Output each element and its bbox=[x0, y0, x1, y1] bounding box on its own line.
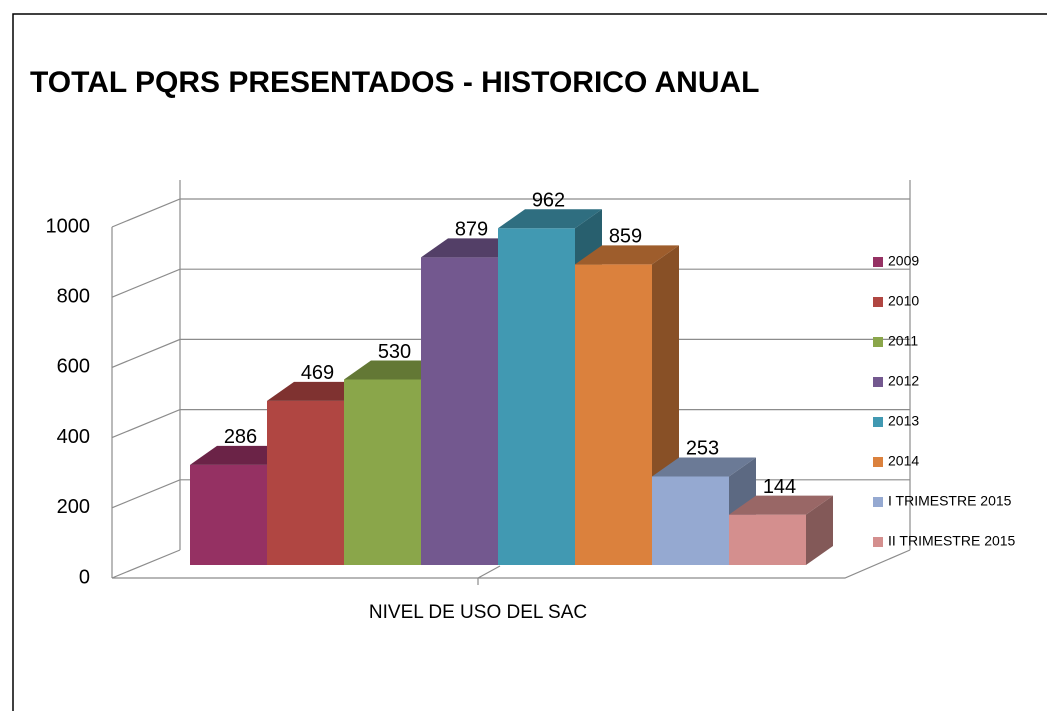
legend-swatch bbox=[873, 337, 883, 347]
bar-front bbox=[652, 476, 729, 565]
y-tick-label: 200 bbox=[57, 496, 90, 518]
bar-front bbox=[344, 379, 421, 565]
legend-label: 2009 bbox=[888, 253, 919, 269]
legend-label: 2011 bbox=[888, 333, 918, 349]
legend-swatch bbox=[873, 537, 883, 547]
axis-frame bbox=[111, 180, 911, 585]
bar-side bbox=[806, 495, 833, 565]
x-tick-label: NIVEL DE USO DEL SAC bbox=[369, 602, 587, 623]
grid-line bbox=[111, 198, 910, 228]
legend-swatch bbox=[873, 457, 883, 467]
legend-swatch bbox=[873, 497, 883, 507]
legend-swatch bbox=[873, 257, 883, 267]
bar-top bbox=[652, 457, 756, 477]
legend-label: 2013 bbox=[888, 413, 919, 429]
data-label: 859 bbox=[609, 226, 642, 248]
bar-front bbox=[267, 400, 344, 565]
data-label: 253 bbox=[686, 438, 719, 460]
y-tick-label: 400 bbox=[57, 426, 90, 448]
bar-front bbox=[498, 228, 575, 566]
bar bbox=[729, 495, 833, 565]
bar-front bbox=[729, 514, 806, 565]
bar-front bbox=[190, 464, 267, 565]
data-label: 962 bbox=[532, 190, 565, 212]
data-label: 286 bbox=[224, 426, 257, 448]
data-label: 879 bbox=[455, 219, 488, 241]
y-tick-label: 800 bbox=[57, 285, 90, 307]
legend-swatch bbox=[873, 377, 883, 387]
chart-border bbox=[12, 13, 1047, 711]
legend-swatch bbox=[873, 297, 883, 307]
data-label: 469 bbox=[301, 362, 334, 384]
chart-title: TOTAL PQRS PRESENTADOS - HISTORICO ANUAL bbox=[30, 66, 760, 99]
bar-top bbox=[498, 209, 602, 229]
legend-label: II TRIMESTRE 2015 bbox=[888, 533, 1016, 549]
data-label: 144 bbox=[763, 476, 796, 498]
y-tick-label: 1000 bbox=[46, 215, 91, 237]
data-label: 530 bbox=[378, 341, 411, 363]
legend-label: 2014 bbox=[888, 453, 919, 469]
bar-top bbox=[729, 495, 833, 515]
y-tick-label: 600 bbox=[57, 356, 90, 378]
legend-label: I TRIMESTRE 2015 bbox=[888, 493, 1012, 509]
bar-front bbox=[421, 257, 498, 565]
legend-label: 2012 bbox=[888, 373, 919, 389]
y-tick-label: 0 bbox=[79, 566, 90, 588]
bar-front bbox=[575, 264, 652, 565]
legend-swatch bbox=[873, 417, 883, 427]
bar-top bbox=[575, 245, 679, 265]
legend-label: 2010 bbox=[888, 293, 919, 309]
